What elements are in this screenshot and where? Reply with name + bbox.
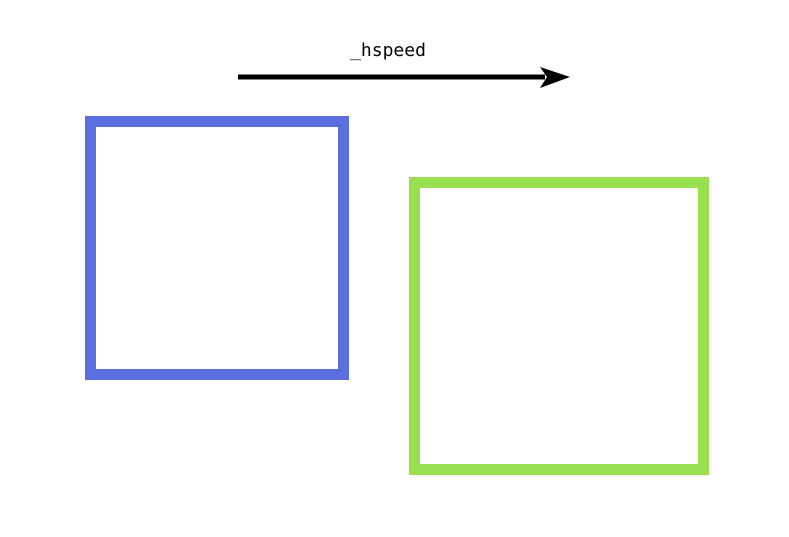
current-position-box	[85, 116, 349, 380]
arrow-head	[540, 67, 570, 88]
direction-arrow	[238, 67, 570, 88]
next-position-box	[409, 177, 709, 475]
hspeed-label: _hspeed	[350, 40, 426, 61]
